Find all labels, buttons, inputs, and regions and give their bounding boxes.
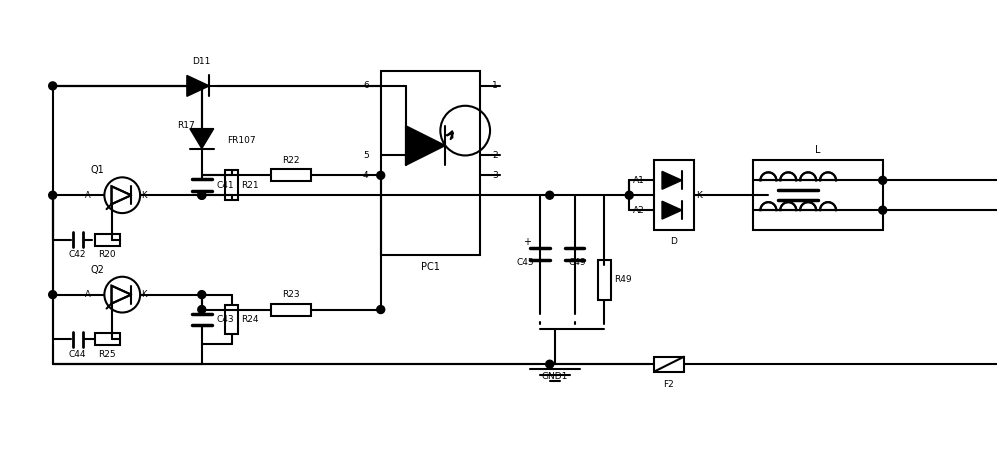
Text: R20: R20 bbox=[99, 250, 116, 259]
FancyBboxPatch shape bbox=[225, 170, 238, 200]
Text: D: D bbox=[671, 238, 677, 246]
Polygon shape bbox=[662, 201, 682, 219]
Polygon shape bbox=[662, 172, 682, 189]
Circle shape bbox=[377, 172, 385, 179]
Circle shape bbox=[198, 291, 206, 299]
Text: C44: C44 bbox=[69, 350, 86, 359]
FancyBboxPatch shape bbox=[598, 260, 611, 299]
Text: 3: 3 bbox=[492, 171, 498, 180]
Text: K: K bbox=[696, 191, 702, 200]
Circle shape bbox=[49, 82, 57, 90]
Text: PC1: PC1 bbox=[421, 262, 440, 272]
Circle shape bbox=[198, 191, 206, 199]
Text: A: A bbox=[85, 290, 90, 299]
Text: K: K bbox=[141, 191, 147, 200]
Text: R23: R23 bbox=[282, 290, 300, 299]
FancyBboxPatch shape bbox=[271, 304, 311, 315]
Text: GND1: GND1 bbox=[541, 372, 568, 381]
FancyBboxPatch shape bbox=[95, 333, 120, 345]
Polygon shape bbox=[187, 75, 209, 96]
FancyBboxPatch shape bbox=[225, 305, 238, 334]
Circle shape bbox=[49, 291, 57, 299]
Text: C45: C45 bbox=[516, 258, 534, 267]
Circle shape bbox=[879, 176, 887, 184]
Text: C41: C41 bbox=[217, 181, 234, 190]
FancyBboxPatch shape bbox=[654, 357, 684, 372]
Text: C42: C42 bbox=[69, 250, 86, 259]
Text: A2: A2 bbox=[633, 206, 645, 215]
Text: 4: 4 bbox=[363, 171, 369, 180]
FancyBboxPatch shape bbox=[271, 169, 311, 181]
Text: R24: R24 bbox=[242, 315, 259, 324]
Text: FR107: FR107 bbox=[227, 136, 255, 145]
Text: +: + bbox=[523, 238, 531, 247]
Text: 1: 1 bbox=[492, 81, 498, 90]
Circle shape bbox=[546, 360, 554, 368]
Text: 2: 2 bbox=[492, 151, 498, 160]
Text: R21: R21 bbox=[242, 181, 259, 190]
Text: C49: C49 bbox=[569, 258, 586, 267]
Text: K: K bbox=[141, 290, 147, 299]
Polygon shape bbox=[190, 129, 214, 148]
Circle shape bbox=[879, 206, 887, 214]
Circle shape bbox=[546, 191, 554, 199]
Text: A: A bbox=[85, 191, 90, 200]
FancyBboxPatch shape bbox=[654, 160, 694, 230]
Circle shape bbox=[625, 191, 633, 199]
FancyBboxPatch shape bbox=[381, 71, 480, 255]
Text: Q1: Q1 bbox=[91, 166, 104, 175]
Text: A1: A1 bbox=[633, 176, 645, 185]
Text: 5: 5 bbox=[363, 151, 369, 160]
Text: Q2: Q2 bbox=[90, 265, 104, 275]
Text: C43: C43 bbox=[217, 315, 234, 324]
Text: 6: 6 bbox=[363, 81, 369, 90]
Circle shape bbox=[49, 191, 57, 199]
Text: R17: R17 bbox=[177, 121, 195, 130]
FancyBboxPatch shape bbox=[753, 160, 883, 230]
Polygon shape bbox=[406, 126, 445, 166]
Text: R49: R49 bbox=[614, 275, 632, 284]
Text: F2: F2 bbox=[664, 379, 674, 389]
FancyBboxPatch shape bbox=[95, 234, 120, 246]
Text: D11: D11 bbox=[193, 57, 211, 66]
Circle shape bbox=[377, 306, 385, 313]
Text: R22: R22 bbox=[283, 156, 300, 165]
Circle shape bbox=[198, 191, 206, 199]
Circle shape bbox=[198, 306, 206, 313]
Text: R25: R25 bbox=[99, 350, 116, 359]
Text: L: L bbox=[815, 146, 821, 155]
